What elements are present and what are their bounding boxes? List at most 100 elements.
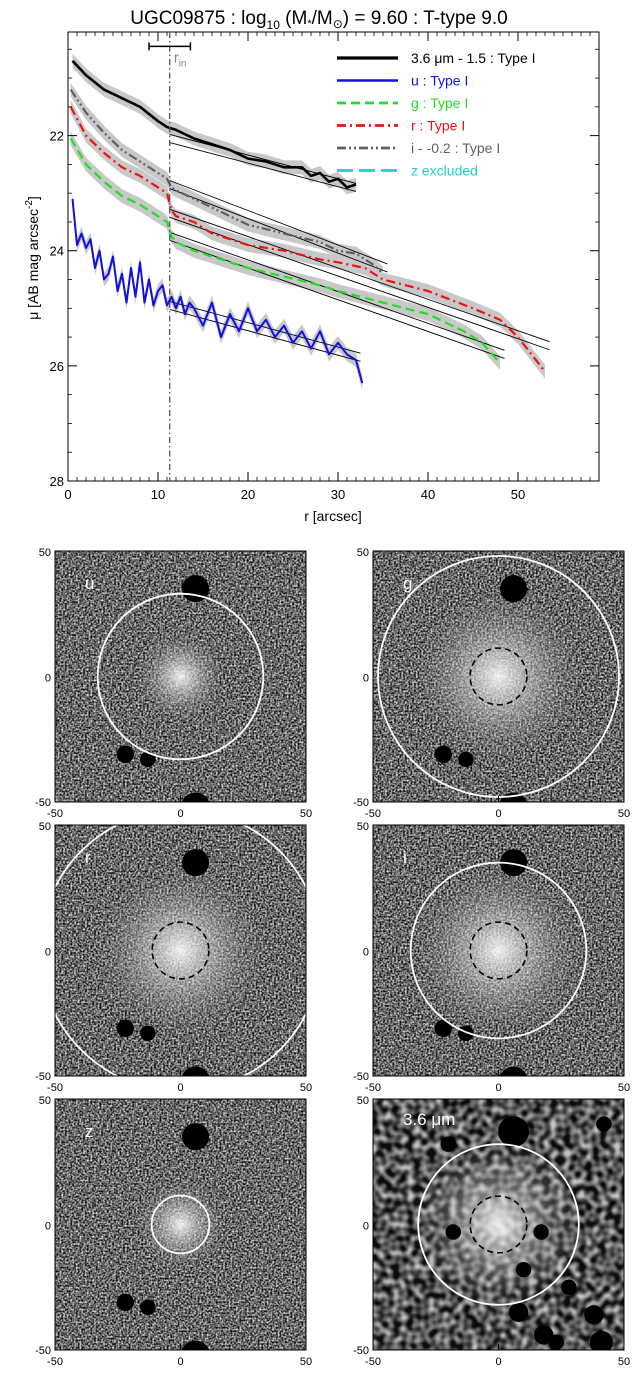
x-tick-label: 40 — [421, 487, 435, 502]
panel-label: z — [85, 1122, 94, 1141]
galaxy-glow — [95, 865, 266, 1036]
mask-blob — [548, 1334, 564, 1350]
mask-blob — [140, 751, 156, 768]
fit-line — [169, 300, 361, 354]
panel-label: u — [85, 574, 94, 593]
panel-y-tick-label: 0 — [363, 673, 369, 685]
mask-blob — [498, 1116, 530, 1148]
panel-y-tick-label: 0 — [45, 1221, 51, 1233]
panel-y-tick-label: 50 — [39, 547, 51, 559]
panel-y-tick-label: -50 — [35, 797, 51, 809]
mask-blob — [182, 1123, 210, 1151]
image-panel: 3.6 μm 50 0 -50-50 0 50 — [353, 1095, 630, 1368]
outer-ellipse — [409, 861, 588, 1040]
image-panel: g 50 0 -50-50 0 50 — [353, 547, 630, 820]
panel-y-tick-label: 50 — [357, 547, 369, 559]
mask-blob — [140, 1025, 156, 1042]
panel-x-tick-label: 0 — [177, 1356, 183, 1368]
galaxy-glow — [413, 591, 584, 762]
y-tick-label: 28 — [50, 474, 64, 489]
outer-ellipse — [417, 1143, 580, 1306]
legend: 3.6 μm - 1.5 : Type I u : Type I g : Type … — [337, 50, 536, 179]
panel-x-tick-label: 0 — [495, 1356, 501, 1368]
mask-blob — [440, 1136, 457, 1152]
mask-blob — [499, 1066, 528, 1076]
fit-line — [169, 134, 357, 184]
mask-blob — [534, 1325, 554, 1345]
panel-x-tick-label: 50 — [300, 808, 312, 820]
mask-blob — [584, 1305, 604, 1325]
panel-y-tick-label: 0 — [45, 947, 51, 959]
panel-y-tick-label: 50 — [357, 821, 369, 833]
y-axis-label: μ [AB mag arcsec-2] — [24, 196, 41, 320]
mask-blob — [182, 849, 210, 877]
panel-x-tick-label: 50 — [300, 1356, 312, 1368]
error-band — [72, 192, 363, 390]
panel-x-tick-label: -50 — [47, 1082, 63, 1094]
panel-y-tick-label: -50 — [35, 1071, 51, 1083]
galaxy-glow — [135, 631, 226, 722]
panel-y-tick-label: -50 — [353, 1345, 369, 1357]
mask-blob — [116, 1293, 134, 1311]
mask-blob — [116, 1019, 134, 1037]
mask-blob — [596, 1116, 612, 1132]
legend-label: r : Type I — [411, 118, 465, 134]
image-panel: r 50 0 -50-50 0 50 — [35, 821, 312, 1094]
series-line — [71, 59, 357, 189]
fit-line — [169, 208, 550, 343]
chart-title: UGC09875 : log10 (M*/M⊙) = 9.60 : T-type… — [130, 8, 507, 32]
fit-line — [169, 142, 357, 192]
fit-line — [169, 188, 388, 273]
inner-ellipse — [469, 647, 528, 706]
error-band — [70, 131, 500, 370]
mask-blob — [181, 1066, 210, 1076]
mask-blob — [500, 575, 528, 603]
fit-line — [169, 216, 550, 351]
panel-y-tick-label: 0 — [363, 1221, 369, 1233]
x-tick-label: 30 — [331, 487, 345, 502]
panel-label: g — [403, 574, 412, 593]
x-tick-label: 10 — [151, 487, 165, 502]
legend-label: g : Type I — [411, 95, 468, 111]
y-tick-label: 26 — [50, 359, 64, 374]
fit-line — [169, 231, 505, 351]
panel-x-tick-label: 50 — [618, 1356, 630, 1368]
legend-label: 3.6 μm - 1.5 : Type I — [411, 50, 536, 66]
panel-x-tick-label: -50 — [365, 1082, 381, 1094]
mask-blob — [181, 792, 210, 802]
mask-blob — [434, 745, 452, 763]
panel-x-tick-label: -50 — [365, 1356, 381, 1368]
fit-line — [169, 180, 388, 265]
mask-blob — [434, 1019, 452, 1037]
panel-x-tick-label: -50 — [47, 808, 63, 820]
panel-y-tick-label: 0 — [363, 947, 369, 959]
fit-lines — [169, 134, 550, 362]
rin-marker: rin — [148, 32, 192, 481]
plot-frame — [67, 31, 600, 482]
mask-blob — [458, 751, 474, 768]
series-line — [69, 106, 546, 373]
legend-label: i - -0.2 : Type I — [411, 140, 500, 156]
image-panel: z 50 0 -50-50 0 50 — [35, 1095, 312, 1368]
x-axis-label: r [arcsec] — [304, 508, 362, 524]
panel-x-tick-label: 0 — [495, 808, 501, 820]
panel-x-tick-label: 0 — [177, 808, 183, 820]
mask-blob — [561, 1279, 577, 1295]
panel-x-tick-label: 50 — [618, 1082, 630, 1094]
image-panel: i 50 0 -50-50 0 50 — [353, 821, 630, 1094]
mask-blob — [515, 1261, 532, 1278]
mask-blob — [589, 1330, 613, 1350]
galaxy-glow — [413, 1139, 584, 1310]
panel-y-tick-label: -50 — [353, 797, 369, 809]
profile-lines — [69, 59, 546, 384]
error-band — [72, 53, 356, 195]
inner-ellipse — [469, 921, 528, 980]
panel-label: i — [403, 848, 407, 867]
x-tick-label: 50 — [511, 487, 525, 502]
axes: 0 10 20 30 40 50 22 24 26 28 — [50, 32, 599, 502]
panel-label: 3.6 μm — [403, 1110, 455, 1129]
panel-y-tick-label: 50 — [39, 821, 51, 833]
panel-x-tick-label: 0 — [177, 1082, 183, 1094]
x-tick-label: 20 — [241, 487, 255, 502]
